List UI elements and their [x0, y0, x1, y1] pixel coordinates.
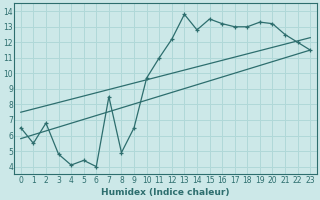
X-axis label: Humidex (Indice chaleur): Humidex (Indice chaleur) — [101, 188, 230, 197]
